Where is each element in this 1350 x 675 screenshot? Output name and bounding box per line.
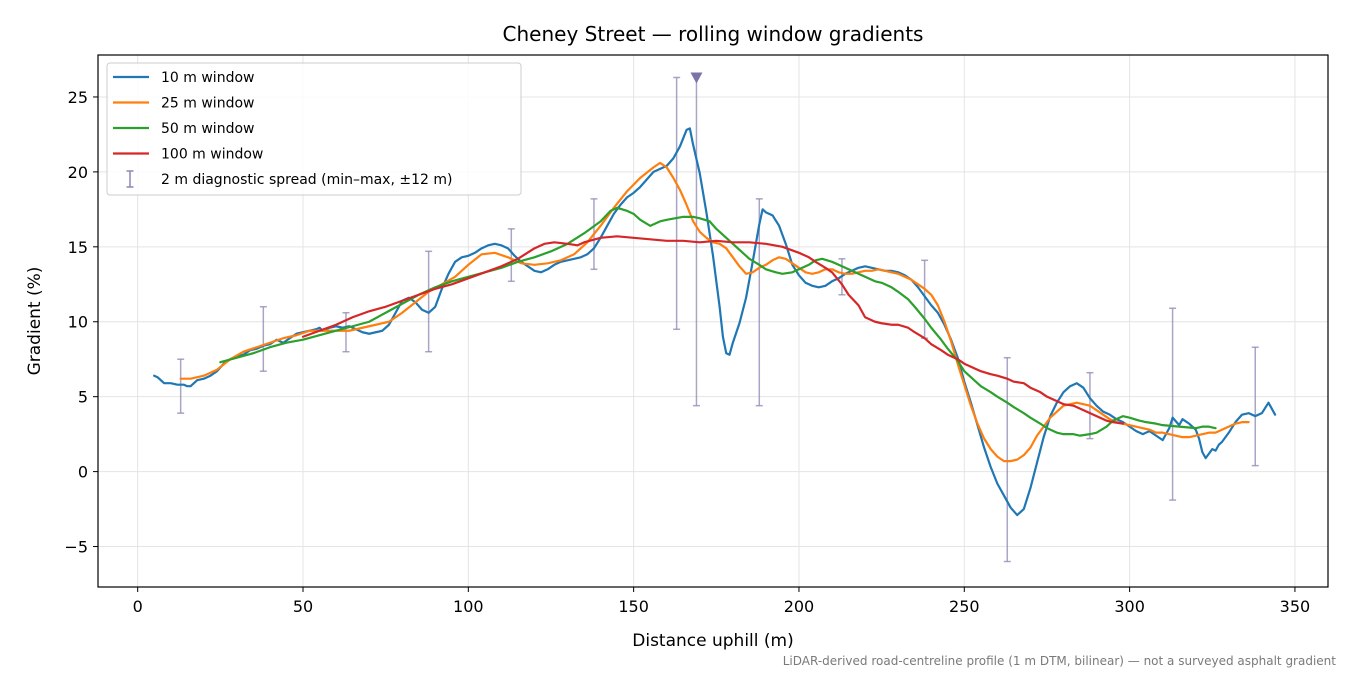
x-axis-label: Distance uphill (m) — [632, 631, 793, 651]
y-tick-label: 10 — [68, 313, 88, 332]
peak-marker — [690, 72, 703, 84]
legend-label: 100 m window — [161, 147, 263, 163]
error-bar — [1003, 356, 1011, 563]
legend-entry: 10 m window — [113, 70, 254, 86]
series-line-2 — [179, 161, 1250, 463]
y-tick-label: 5 — [78, 388, 88, 407]
x-tick-label: 100 — [453, 597, 484, 616]
x-tick-label: 200 — [784, 597, 815, 616]
error-bars — [177, 75, 1259, 563]
error-bar — [259, 306, 267, 372]
legend-entry-errorbar: 2 m diagnostic spread (min–max, ±12 m) — [126, 170, 452, 188]
legend-entry: 25 m window — [113, 96, 254, 112]
y-tick-label: 25 — [68, 88, 88, 107]
error-bar — [425, 250, 433, 353]
y-tick-label: 15 — [68, 238, 88, 257]
error-bar — [1251, 346, 1259, 467]
x-tick-label: 50 — [293, 597, 313, 616]
legend-label: 25 m window — [161, 96, 254, 112]
x-tick-label: 300 — [1114, 597, 1145, 616]
y-tick-label: 0 — [78, 463, 88, 482]
legend-label: 2 m diagnostic spread (min–max, ±12 m) — [161, 172, 452, 188]
x-tick-label: 250 — [949, 597, 980, 616]
legend-entry: 100 m window — [113, 147, 263, 163]
error-bar — [177, 358, 185, 414]
plot-frame — [97, 54, 1329, 588]
legend-label: 50 m window — [161, 121, 254, 137]
y-tick-label: 20 — [68, 163, 88, 182]
peak-markers — [690, 72, 703, 84]
x-tick-label: 350 — [1280, 597, 1311, 616]
footnote: LiDAR-derived road-centreline profile (1… — [783, 654, 1337, 668]
legend-label: 10 m window — [161, 70, 254, 86]
x-axis-ticks: 0 50 100 150 200 250 300 350 — [133, 587, 1311, 616]
legend-box — [106, 62, 522, 196]
series-line-4 — [301, 235, 1125, 425]
error-bar — [507, 228, 515, 283]
x-tick-label: 150 — [618, 597, 649, 616]
y-axis-ticks: −5 0 5 10 15 20 25 — [64, 88, 98, 557]
legend-entry: 50 m window — [113, 121, 254, 137]
series-lines — [153, 127, 1277, 517]
x-tick-label: 0 — [133, 597, 143, 616]
error-bar — [755, 198, 763, 407]
error-bar — [1169, 307, 1177, 501]
chart-title: Cheney Street — rolling window gradients — [503, 22, 924, 46]
y-axis-label: Gradient (%) — [25, 267, 45, 376]
legend: 10 m window 25 m window 50 m window 100 m w… — [106, 62, 522, 196]
y-tick-label: −5 — [64, 538, 88, 557]
error-bar — [673, 76, 681, 330]
